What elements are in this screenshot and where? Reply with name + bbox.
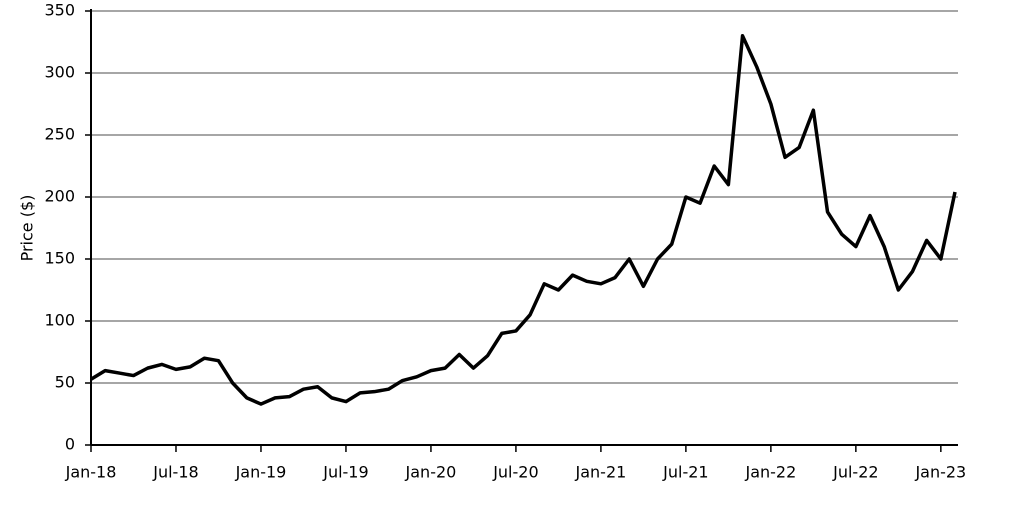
x-tick-label: Jan-21: [575, 463, 627, 482]
y-tick-label: 300: [44, 63, 75, 82]
y-axis-label: Price ($): [18, 195, 37, 262]
x-tick-label: Jul-20: [492, 463, 538, 482]
x-tick-label: Jul-18: [152, 463, 198, 482]
y-tick-label: 50: [55, 373, 75, 392]
y-tick-label: 250: [44, 125, 75, 144]
x-tick-label: Jan-20: [405, 463, 457, 482]
x-tick-label: Jan-22: [744, 463, 796, 482]
x-tick-label: Jan-18: [65, 463, 117, 482]
x-tick-label: Jan-23: [914, 463, 966, 482]
y-tick-label: 150: [44, 249, 75, 268]
y-tick-label: 100: [44, 311, 75, 330]
y-tick-label: 0: [65, 435, 75, 454]
x-tick-label: Jul-19: [322, 463, 368, 482]
x-tick-label: Jul-22: [832, 463, 878, 482]
x-tick-label: Jan-19: [235, 463, 287, 482]
x-tick-label: Jul-21: [662, 463, 708, 482]
price-line: [90, 34, 957, 406]
y-tick-label: 200: [44, 187, 75, 206]
y-tick-label: 350: [44, 1, 75, 20]
